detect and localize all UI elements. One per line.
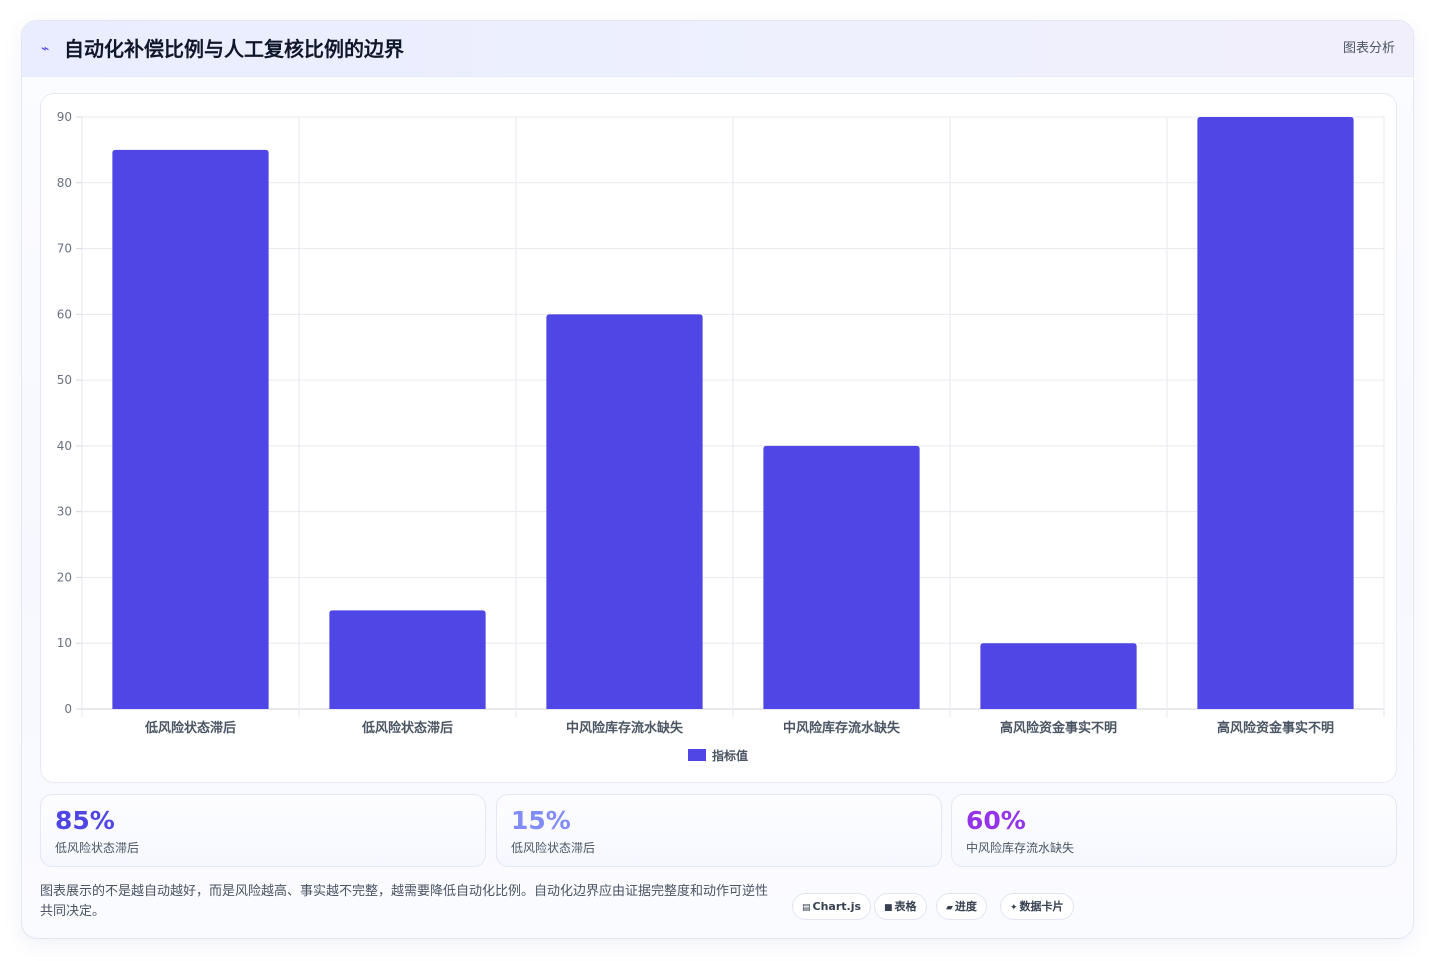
chip-label: 表格 xyxy=(894,900,917,913)
x-tick-label: 中风险库存流水缺失 xyxy=(783,720,901,736)
chip-label: 数据卡片 xyxy=(1019,900,1064,913)
y-tick-label: 30 xyxy=(57,505,72,519)
table-icon: ■ xyxy=(884,903,893,913)
y-tick-label: 90 xyxy=(57,110,72,124)
bar xyxy=(1197,117,1354,709)
chip-chartjs[interactable]: ▤ Chart.js xyxy=(792,893,872,920)
chip-table[interactable]: ■ 表格 xyxy=(874,893,927,920)
grid-lines xyxy=(81,116,1385,717)
y-tick-label: 20 xyxy=(57,570,72,584)
y-tick-label: 60 xyxy=(57,307,72,321)
card-header: ⌁ 自动化补偿比例与人工复核比例的边界 图表分析 xyxy=(22,21,1413,77)
stat-label: 低风险状态滞后 xyxy=(55,841,140,855)
x-tick-label: 低风险状态滞后 xyxy=(144,720,236,736)
bar xyxy=(546,314,703,709)
stat-value: 60% xyxy=(966,806,1026,835)
stat-card-3: 60% 中风险库存流水缺失 xyxy=(951,794,1397,867)
y-tick-label: 50 xyxy=(57,373,72,387)
bar xyxy=(112,149,269,709)
x-tick-label: 低风险状态滞后 xyxy=(361,720,453,736)
legend-label: 指标值 xyxy=(712,748,748,763)
sparkle-icon: ✦ xyxy=(1010,903,1018,913)
stat-card-1: 85% 低风险状态滞后 xyxy=(40,794,486,867)
chip-progress[interactable]: ▰ 进度 xyxy=(936,893,987,920)
y-tick-label: 80 xyxy=(57,176,72,190)
chip-label: 进度 xyxy=(954,900,977,913)
chart-card: ⌁ 自动化补偿比例与人工复核比例的边界 图表分析 0 10 20 30 40 50 60 70… xyxy=(21,20,1414,939)
stat-label: 低风险状态滞后 xyxy=(511,841,596,855)
chip-label: Chart.js xyxy=(812,900,862,913)
y-tick-label: 10 xyxy=(57,636,72,650)
bar xyxy=(980,643,1137,709)
progress-icon: ▰ xyxy=(946,903,953,913)
chart-icon: ▤ xyxy=(802,903,811,913)
bar xyxy=(329,610,486,709)
x-tick-label: 高风险资金事实不明 xyxy=(1217,720,1334,736)
footer-note: 图表展示的不是越自动越好，而是风险越高、事实越不完整，越需要降低自动化比例。自动… xyxy=(40,884,769,919)
stat-value: 85% xyxy=(55,806,115,835)
stat-card-2: 15% 低风险状态滞后 xyxy=(496,794,942,867)
stat-label: 中风险库存流水缺失 xyxy=(966,841,1075,855)
bar xyxy=(763,445,920,709)
stat-value: 15% xyxy=(511,806,571,835)
y-tick-label: 40 xyxy=(57,439,72,453)
y-tick-label: 0 xyxy=(64,702,72,716)
header-tag: 图表分析 xyxy=(1342,41,1395,56)
axes: 0 10 20 30 40 50 60 70 80 90 低风险状态滞后 低风险状态滞后 中风险库存流水… xyxy=(57,110,1334,736)
legend: 指标值 xyxy=(688,748,748,763)
bar-chart: 0 10 20 30 40 50 60 70 80 90 低风险状态滞后 低风险状态滞后 中风险库存流水… xyxy=(57,110,1385,763)
chart-panel: 0 10 20 30 40 50 60 70 80 90 低风险状态滞后 低风险状态滞后 中风险库存流水… xyxy=(40,93,1397,783)
y-tick-label: 70 xyxy=(57,242,72,256)
x-tick-label: 高风险资金事实不明 xyxy=(1000,720,1117,736)
legend-swatch xyxy=(688,749,706,761)
chip-data-cards[interactable]: ✦ 数据卡片 xyxy=(1000,893,1074,920)
bars xyxy=(112,117,1354,709)
pulse-icon: ⌁ xyxy=(41,41,50,57)
page-title: 自动化补偿比例与人工复核比例的边界 xyxy=(64,37,404,61)
x-tick-label: 中风险库存流水缺失 xyxy=(566,720,684,736)
